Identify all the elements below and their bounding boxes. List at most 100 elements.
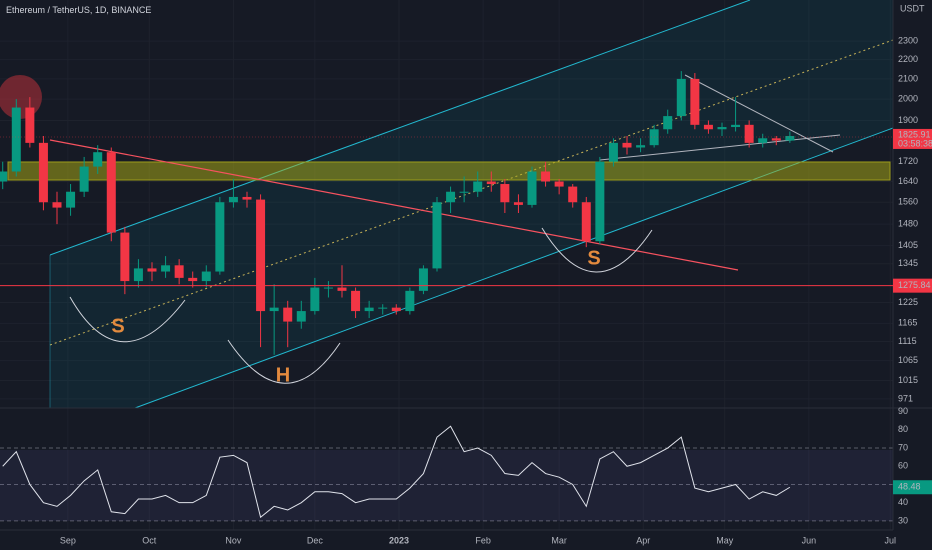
x-tick-label: May [716, 535, 734, 545]
y-tick-label: 1405 [898, 240, 918, 250]
candle-body [527, 171, 537, 205]
y-tick-label: 1065 [898, 355, 918, 365]
candle-body [310, 287, 320, 312]
arc-right [541, 227, 653, 273]
x-tick-label: Jul [885, 535, 897, 545]
candle-body [771, 138, 781, 141]
y-tick-label: 1115 [898, 336, 917, 346]
candle-body [25, 107, 35, 143]
marks [0, 71, 893, 519]
x-tick-label: 2023 [389, 535, 409, 545]
y-tick-label: 2000 [898, 94, 918, 104]
last-price-tag [893, 128, 932, 149]
candle-body [147, 268, 157, 272]
y-tick-label: 971 [898, 393, 913, 403]
candle-body [649, 129, 659, 146]
candle-body [717, 127, 727, 130]
candle-body [364, 307, 374, 312]
triangle-upper [684, 74, 834, 153]
channel-upper [49, 0, 751, 256]
rsi-tick-label: 80 [898, 424, 908, 434]
candle-body [513, 202, 523, 205]
x-tick-label: Dec [307, 535, 324, 545]
candle-body [79, 166, 89, 192]
rsi-line [2, 425, 791, 519]
rsi-tick-label: 40 [898, 497, 908, 507]
y-tick-label: 1720 [898, 156, 918, 166]
candle-body [554, 181, 564, 187]
candle-body [405, 290, 415, 312]
candle-body [283, 307, 293, 322]
y-tick-label: 1225 [898, 297, 918, 307]
candle-body [486, 181, 496, 185]
candle-body [391, 307, 401, 312]
pattern-label: S [111, 315, 124, 337]
currency: USDT [900, 3, 925, 13]
candle-body [11, 107, 21, 172]
triangle-lower [599, 134, 841, 161]
candle-body [201, 271, 211, 282]
rsi-last-label: 48.48 [898, 482, 921, 492]
x-tick-label: Feb [475, 535, 491, 545]
candle-body [161, 265, 171, 272]
pattern-label: S [587, 247, 600, 269]
candle-body [52, 202, 62, 208]
rsi-tick-label: 70 [898, 442, 908, 452]
support-zone [7, 161, 891, 181]
candle-body [758, 138, 768, 143]
y-tick-label: 1345 [898, 258, 918, 268]
y-tick-label: 2300 [898, 36, 918, 46]
rsi-band [0, 450, 893, 521]
candle-body [731, 124, 741, 128]
rsi-tick-label: 60 [898, 461, 908, 471]
candle-body [459, 191, 469, 193]
candle-body [93, 152, 103, 167]
x-tick-label: Apr [636, 535, 650, 545]
x-tick-label: Sep [60, 535, 76, 545]
channel-fill [50, 0, 893, 408]
candle-body [174, 265, 184, 278]
arc-head [227, 339, 341, 384]
y-tick-label: 1640 [898, 176, 918, 186]
y-tick-label: 1900 [898, 115, 918, 125]
countdown: 03:58:38 [898, 138, 932, 148]
candle-body [351, 290, 361, 312]
candle-body [133, 268, 143, 282]
y-tick-label: 2100 [898, 73, 918, 83]
candle-body [120, 232, 130, 282]
candle-body [228, 196, 238, 203]
candle-body [0, 171, 8, 182]
candle-body [432, 202, 442, 269]
candle-body [296, 311, 306, 322]
level-tag [893, 278, 932, 293]
level-label: 1275.84 [898, 280, 931, 290]
y-tick-label: 1015 [898, 375, 918, 385]
y-tick-label: 2200 [898, 54, 918, 64]
last-price-label: 1825.91 [898, 129, 931, 139]
y-tick-label: 1480 [898, 218, 918, 228]
y-tick-label: 1165 [898, 318, 917, 328]
candle-body [242, 196, 252, 200]
candle-body [323, 287, 333, 289]
candle-body [66, 191, 76, 208]
candle-body [568, 186, 578, 203]
candle-body [744, 124, 754, 143]
candle-body [703, 124, 713, 130]
candle-body [622, 142, 632, 148]
arc-left [69, 296, 186, 343]
candle-body [269, 307, 279, 312]
candle-body [690, 78, 700, 125]
candle-body [473, 181, 483, 192]
candle-body [188, 277, 198, 282]
candle-body [636, 145, 646, 148]
rsi-tick-label: 90 [898, 406, 908, 416]
candle-body [663, 116, 673, 130]
rsi-tick-label: 30 [898, 515, 908, 525]
pattern-label: H [276, 364, 290, 386]
y-tick-label: 1560 [898, 197, 918, 207]
x-tick-label: Jun [802, 535, 817, 545]
candle-body [446, 191, 456, 203]
candle-body [581, 202, 591, 242]
candle-body [500, 184, 510, 203]
